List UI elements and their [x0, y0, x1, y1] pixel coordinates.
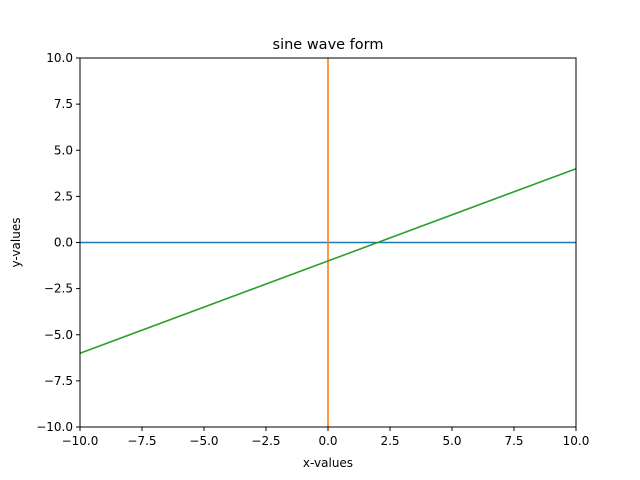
x-axis-ticks: −10.0 −7.5 −5.0 −2.5 0.0 2.5 5.0 7.5 10.0	[62, 427, 590, 448]
y-axis-ticks: −10.0 −7.5 −5.0 −2.5 0.0 2.5 5.0 7.5 10.0	[36, 51, 80, 434]
series-layer	[79, 58, 577, 427]
series-line-3	[79, 167, 577, 354]
x-axis-label: x-values	[303, 456, 353, 470]
y-tick-label: 7.5	[54, 97, 73, 111]
x-tick-label: 5.0	[442, 434, 461, 448]
x-tick-label: 7.5	[504, 434, 523, 448]
x-tick-label: −2.5	[251, 434, 280, 448]
x-tick-label: 2.5	[380, 434, 399, 448]
x-tick-label: 0.0	[318, 434, 337, 448]
x-tick-label: −5.0	[189, 434, 218, 448]
y-tick-label: −7.5	[44, 374, 73, 388]
x-tick-label: 10.0	[563, 434, 590, 448]
y-tick-label: −10.0	[36, 420, 73, 434]
y-axis-label: y-values	[9, 218, 23, 268]
x-tick-label: −7.5	[127, 434, 156, 448]
y-tick-label: −5.0	[44, 328, 73, 342]
y-tick-label: 0.0	[54, 236, 73, 250]
y-tick-label: −2.5	[44, 282, 73, 296]
y-tick-label: 5.0	[54, 143, 73, 157]
x-tick-label: −10.0	[62, 434, 99, 448]
chart-title: sine wave form	[273, 37, 384, 53]
y-tick-label: 2.5	[54, 189, 73, 203]
y-tick-label: 10.0	[46, 51, 73, 65]
